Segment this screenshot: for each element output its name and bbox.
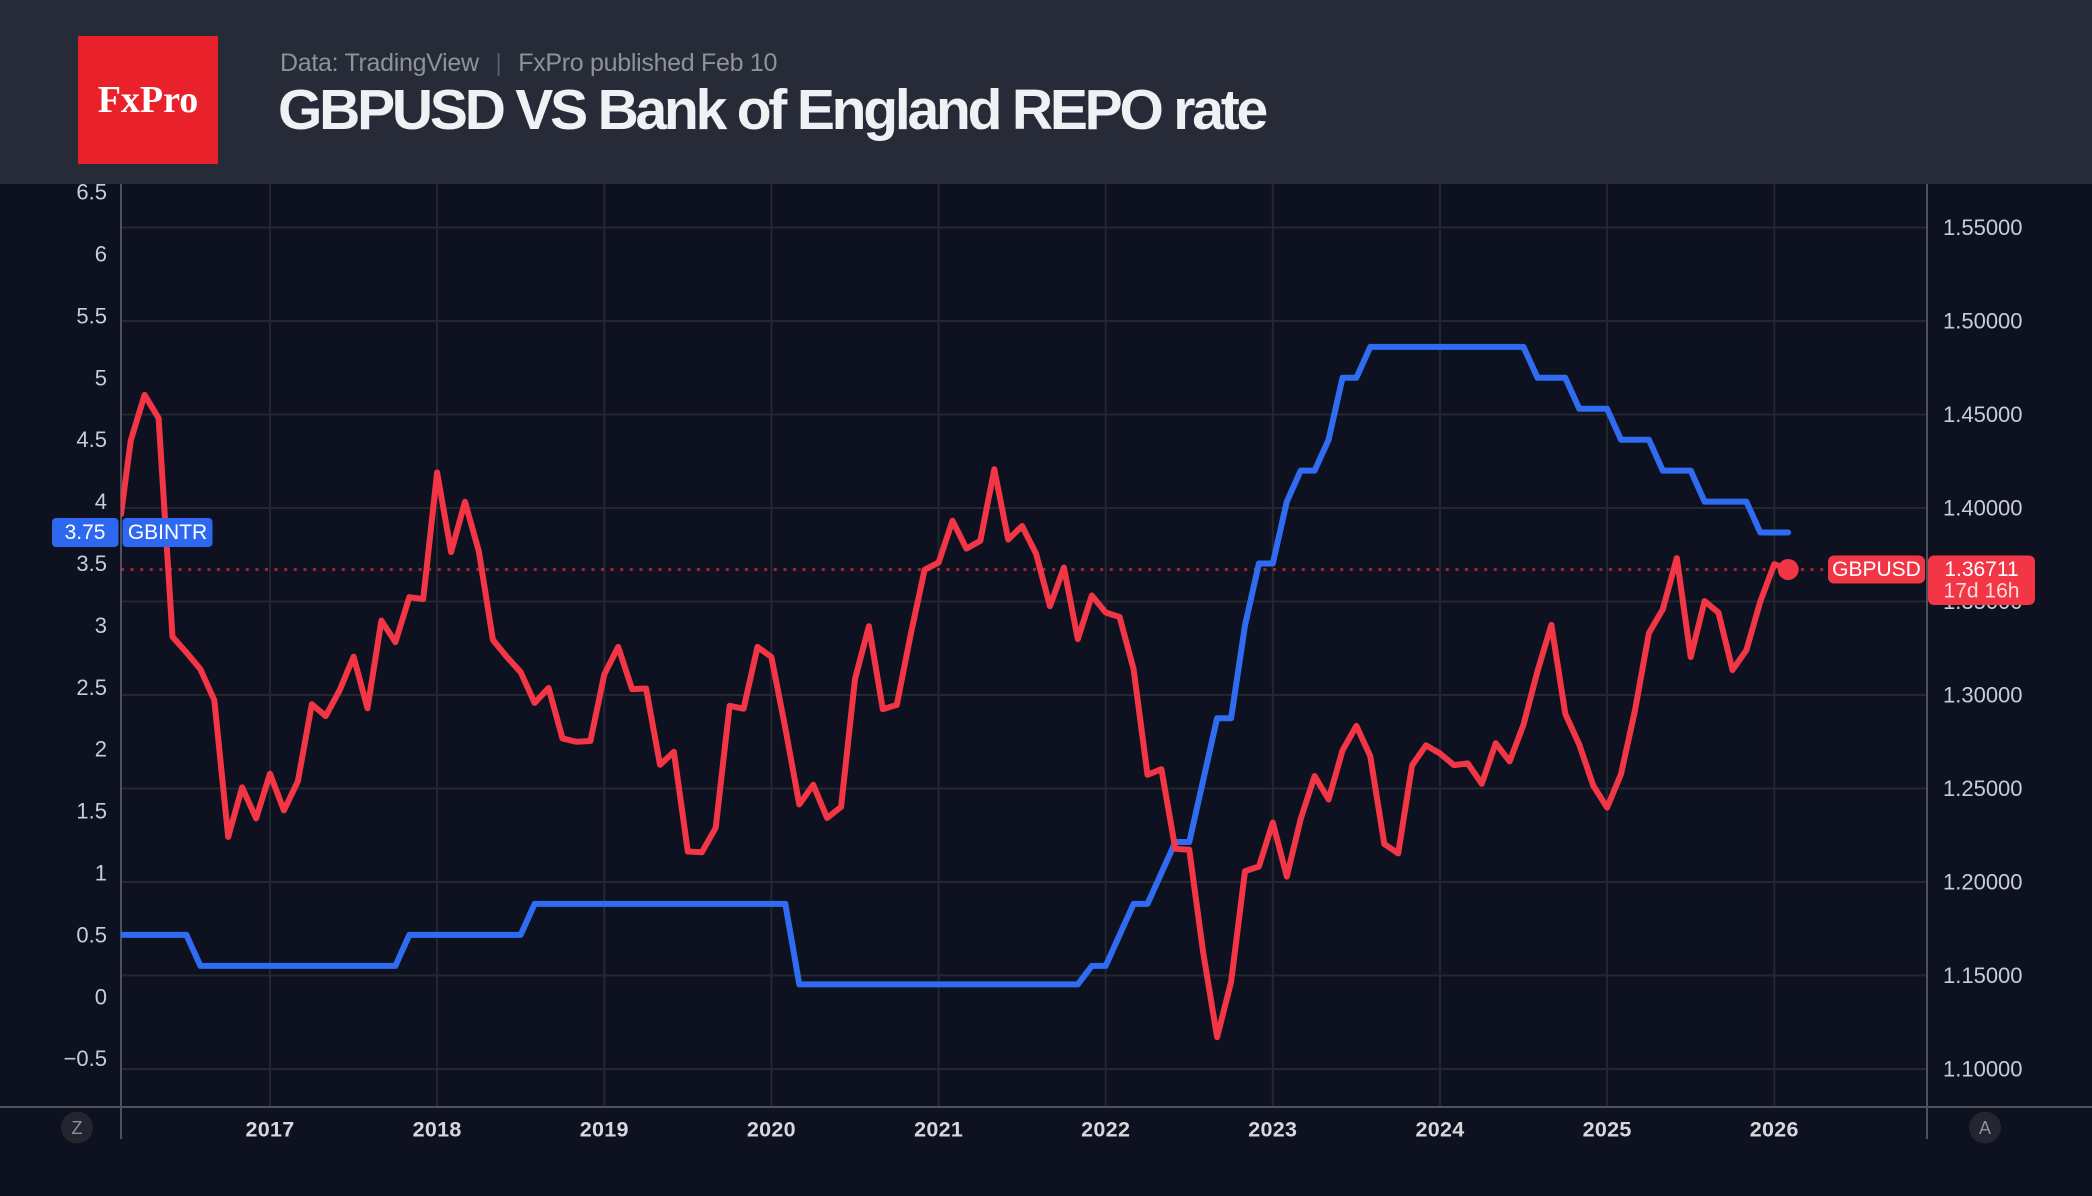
svg-text:2.5: 2.5 bbox=[76, 675, 107, 700]
svg-text:1.15000: 1.15000 bbox=[1943, 963, 2023, 988]
svg-text:A: A bbox=[1979, 1118, 1991, 1138]
svg-text:2: 2 bbox=[95, 737, 107, 762]
svg-text:2019: 2019 bbox=[580, 1118, 629, 1142]
svg-text:1.25000: 1.25000 bbox=[1943, 776, 2023, 801]
svg-text:2023: 2023 bbox=[1248, 1118, 1297, 1142]
svg-text:1.40000: 1.40000 bbox=[1943, 496, 2023, 521]
svg-text:Z: Z bbox=[72, 1118, 83, 1138]
svg-text:1.20000: 1.20000 bbox=[1943, 870, 2023, 895]
svg-text:GBPUSD: GBPUSD bbox=[1832, 558, 1921, 581]
svg-text:1.10000: 1.10000 bbox=[1943, 1057, 2023, 1082]
svg-text:2018: 2018 bbox=[413, 1118, 462, 1142]
svg-text:5.5: 5.5 bbox=[76, 303, 107, 328]
svg-text:GBINTR: GBINTR bbox=[128, 521, 207, 544]
svg-text:1.5: 1.5 bbox=[76, 799, 107, 824]
svg-text:3.75: 3.75 bbox=[65, 521, 106, 544]
svg-text:2026: 2026 bbox=[1750, 1118, 1799, 1142]
svg-text:2020: 2020 bbox=[747, 1118, 796, 1142]
svg-text:4.5: 4.5 bbox=[76, 427, 107, 452]
svg-text:1.36711: 1.36711 bbox=[1944, 558, 2018, 581]
svg-text:1.45000: 1.45000 bbox=[1943, 402, 2023, 427]
svg-text:0: 0 bbox=[95, 984, 107, 1009]
svg-text:17d 16h: 17d 16h bbox=[1944, 580, 2020, 603]
svg-text:−0.5: −0.5 bbox=[64, 1046, 107, 1071]
svg-text:1.55000: 1.55000 bbox=[1943, 215, 2023, 240]
svg-text:3: 3 bbox=[95, 613, 107, 638]
svg-text:5: 5 bbox=[95, 365, 107, 390]
svg-text:0.5: 0.5 bbox=[76, 922, 107, 947]
svg-text:2017: 2017 bbox=[245, 1118, 294, 1142]
svg-text:2021: 2021 bbox=[914, 1118, 963, 1142]
svg-text:3.5: 3.5 bbox=[76, 551, 107, 576]
svg-text:6: 6 bbox=[95, 242, 107, 267]
svg-text:2022: 2022 bbox=[1081, 1118, 1130, 1142]
svg-text:2025: 2025 bbox=[1583, 1118, 1632, 1142]
svg-text:4: 4 bbox=[95, 489, 107, 514]
svg-text:1.30000: 1.30000 bbox=[1943, 683, 2023, 708]
svg-text:2024: 2024 bbox=[1415, 1118, 1464, 1142]
svg-text:1: 1 bbox=[95, 861, 107, 886]
svg-text:1.50000: 1.50000 bbox=[1943, 309, 2023, 334]
